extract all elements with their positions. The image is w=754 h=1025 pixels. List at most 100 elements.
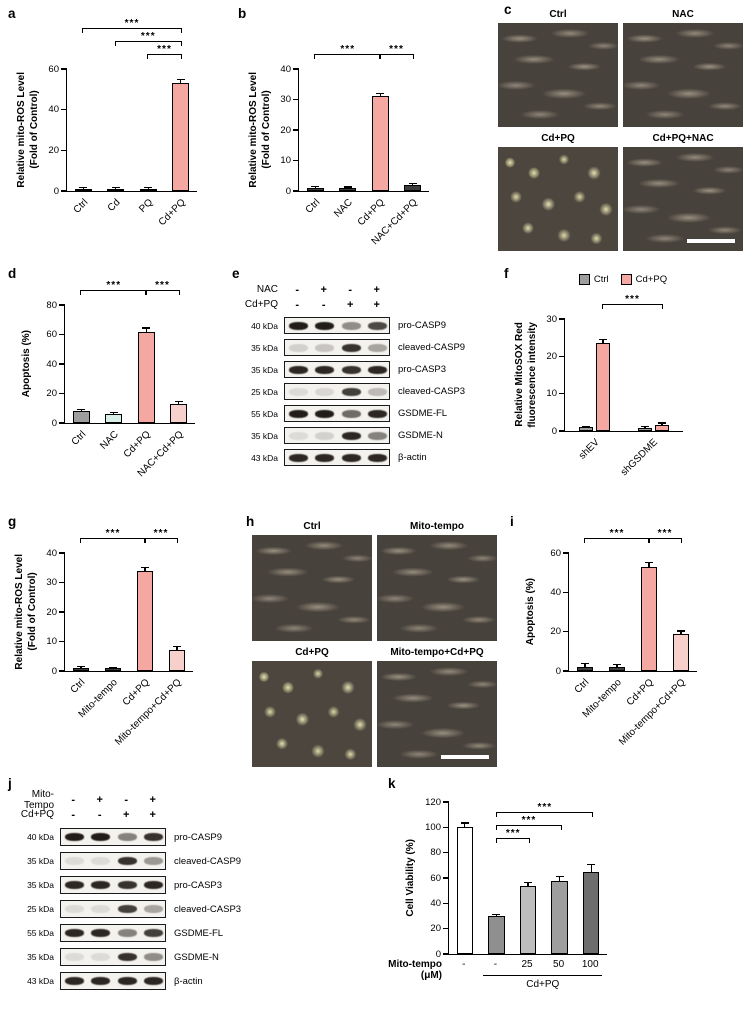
x-tick-label: Ctrl [572, 677, 592, 696]
protein-label: GSDME-N [174, 951, 219, 963]
x-axis: Ctrl Mito-tempo Cd+PQ Mito-tempo+Cd+PQ [568, 674, 696, 760]
y-tick-label: 10 [546, 388, 557, 400]
band [341, 387, 361, 396]
y-tick [293, 129, 299, 131]
error-bar-cap [645, 561, 653, 563]
micrograph-cell: Ctrl [252, 520, 372, 641]
band [368, 409, 388, 418]
blot-band-row: 40 kDa pro-CASP9 [12, 828, 262, 846]
micrograph-label: Ctrl [303, 521, 321, 532]
panel-b-label: b [238, 6, 247, 21]
error-bar [80, 667, 82, 669]
significance-label: *** [657, 528, 673, 539]
panel-a-label: a [8, 6, 16, 21]
treatment-group-line [483, 975, 603, 976]
y-tick [443, 877, 449, 879]
panel-c-label: c [504, 2, 512, 17]
bar [672, 633, 690, 671]
y-tick-label: 40 [430, 897, 441, 909]
blot-strip [60, 900, 166, 918]
bar [105, 414, 123, 423]
error-bar-cap [173, 646, 181, 648]
band [144, 857, 164, 865]
panel-i-label: i [510, 514, 514, 529]
y-tick [59, 304, 65, 306]
y-tick [61, 109, 67, 111]
treatment-name: NAC [256, 284, 278, 295]
x-tick-label: Ctrl [69, 429, 89, 448]
band [315, 387, 335, 396]
band [91, 929, 111, 937]
error-bar-cap [492, 913, 501, 915]
y-tick [559, 393, 565, 395]
bar [579, 427, 593, 431]
y-tick [59, 422, 65, 424]
band [368, 387, 388, 396]
bar [608, 667, 626, 671]
treatment-signs: - - + + [60, 809, 166, 821]
protein-label: cleaved-CASP9 [398, 342, 466, 353]
error-bar [176, 647, 178, 651]
legend-label: Cd+PQ [635, 273, 668, 285]
micrograph-image [498, 147, 618, 251]
y-axis-title: Apoptosis (%) [516, 553, 544, 671]
blot-band-row: 35 kDa GSDME-N [12, 948, 262, 966]
error-bar [112, 667, 114, 669]
kda-label: 43 kDa [27, 976, 54, 986]
error-bar-cap [613, 663, 621, 666]
error-bar-cap [376, 92, 385, 95]
blot-band-row: 43 kDa β-actin [12, 972, 262, 990]
y-tick-label: 20 [48, 144, 59, 156]
bar [596, 343, 610, 431]
y-tick [59, 333, 65, 336]
band [91, 857, 111, 865]
protein-label: pro-CASP3 [398, 364, 447, 375]
significance-bracket: *** [314, 44, 382, 59]
x-tick-label: Cd+PQ [624, 677, 656, 709]
blot-band-row: 43 kDa β-actin [236, 449, 486, 466]
band [315, 409, 335, 418]
bar [640, 566, 658, 671]
error-bar-cap [582, 425, 590, 427]
significance-label: *** [537, 802, 553, 813]
significance-label: *** [153, 528, 169, 539]
significance-label: *** [609, 528, 625, 539]
plot-area: 0 20 40 60 [48, 64, 197, 197]
band [288, 365, 308, 374]
blot-band-row: 35 kDa cleaved-CASP9 [12, 852, 262, 870]
bar [456, 827, 473, 954]
band [91, 977, 111, 985]
x-tick-label: Cd [105, 197, 123, 214]
y-tick-label: 30 [46, 577, 57, 588]
micrograph-cell: Cd+PQ [498, 132, 618, 251]
treatment-sign: - [71, 793, 76, 806]
y-tick-label: 0 [51, 665, 57, 677]
significance-bracket: *** [496, 828, 530, 843]
panel-k-label: k [388, 776, 396, 791]
treatment-signs: - + - + [60, 794, 166, 806]
treatment-sign: + [149, 793, 156, 806]
error-bar [648, 562, 650, 567]
blot-band-row: 55 kDa GSDME-FL [12, 924, 262, 942]
significance-bracket: *** [82, 18, 182, 33]
error-bar [379, 94, 381, 97]
y-tick [293, 68, 299, 70]
y-tick-label: 20 [546, 350, 557, 362]
error-bar [144, 567, 146, 571]
protein-label: cleaved-CASP9 [174, 855, 242, 867]
significance-bracket: *** [144, 528, 178, 543]
blot-strip [60, 924, 166, 942]
band [64, 977, 84, 985]
micrograph-cell: Mito-tempo+Cd+PQ [377, 646, 497, 767]
band [117, 905, 137, 913]
error-bar-cap [79, 187, 88, 189]
y-axis-title: Relative MitoSOX Red fluorescence intens… [512, 319, 540, 431]
band [315, 365, 335, 374]
kda-label: 25 kDa [251, 386, 278, 397]
y-tick [443, 953, 449, 955]
error-bar [661, 423, 663, 426]
y-tick-label: 0 [551, 425, 557, 437]
micrograph-image [623, 147, 743, 251]
y-tick-label: 10 [280, 155, 291, 166]
y-tick [563, 552, 569, 554]
